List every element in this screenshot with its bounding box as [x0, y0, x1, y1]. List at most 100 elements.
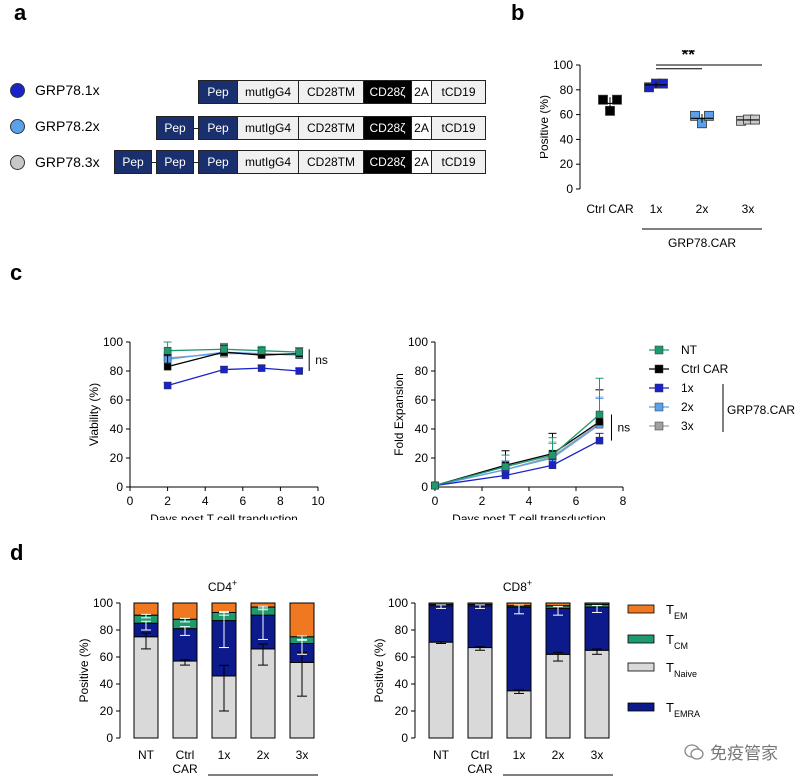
x-tick-label: 1x — [513, 748, 526, 762]
data-point — [220, 365, 228, 374]
chart-title: CD8+ — [503, 578, 532, 594]
y-tick-label: 0 — [566, 182, 573, 196]
y-tick-label: 0 — [421, 480, 428, 494]
y-tick-label: 0 — [106, 731, 113, 745]
chart-title-superscript: + — [527, 578, 532, 588]
x-tick-label: Ctrl CAR — [586, 202, 634, 216]
panel-label-d: d — [10, 540, 24, 565]
x-tick-label: 1x — [650, 202, 663, 216]
x-tick-label: 3x — [591, 748, 604, 762]
bar-segment — [584, 649, 610, 739]
series-line — [434, 440, 600, 487]
data-point — [548, 451, 557, 459]
legend-row-2x: GRP78.2x — [10, 116, 100, 136]
bar-segment — [506, 606, 532, 692]
cd28tm-box: CD28TM — [298, 116, 364, 140]
legend-label-subscript: Naive — [674, 669, 697, 679]
legend-swatch — [627, 702, 655, 712]
y-tick-label: 60 — [110, 393, 124, 407]
y-tick-label: 20 — [395, 704, 409, 718]
legend-label-3x: GRP78.3x — [35, 154, 100, 170]
y-tick-label: 20 — [560, 157, 574, 171]
series-line — [434, 424, 600, 487]
series-line — [434, 414, 600, 487]
y-tick-label: 60 — [415, 393, 429, 407]
legend-dot-2x — [10, 118, 25, 134]
legend-swatch — [627, 634, 655, 644]
bar-segment — [467, 647, 493, 739]
panel-label-a: a — [14, 0, 27, 25]
y-tick-label: 20 — [110, 451, 124, 465]
bar-segment — [133, 636, 159, 739]
x-tick-label: 6 — [573, 494, 580, 508]
legend-c: NT Ctrl CAR 1x 2x 3x GRP78.CAR — [649, 343, 795, 433]
legend-group-label: GRP78.CAR — [727, 403, 795, 417]
data-point — [220, 345, 228, 353]
y-tick-label: 40 — [110, 422, 124, 436]
legend-label: TEMRA — [666, 700, 700, 719]
x-tick-label: 6 — [239, 494, 246, 508]
bar-segment — [172, 602, 198, 620]
data-point — [704, 110, 714, 121]
bar-segment — [584, 606, 610, 651]
y-tick-label: 40 — [395, 677, 409, 691]
x-tick-label: 2 — [164, 494, 171, 508]
linker — [194, 162, 198, 163]
y-tick-label: 60 — [100, 650, 114, 664]
x-tick-label: 10 — [311, 494, 325, 508]
data-point — [690, 110, 700, 121]
tcd19-box: tCD19 — [431, 150, 486, 174]
bar-segment — [467, 605, 493, 649]
legend-label: 3x — [681, 419, 694, 433]
p2a-box: 2A — [411, 150, 432, 174]
y-tick-label: 80 — [110, 364, 124, 378]
mutigg4-box: mutIgG4 — [237, 116, 299, 140]
data-point — [548, 461, 557, 469]
x-tick-label: 3x — [742, 202, 755, 216]
group-label: GRP78.CAR — [668, 236, 736, 250]
y-axis-label: Positive (%) — [77, 638, 91, 702]
ns-label: ns — [315, 353, 328, 367]
cd28z-box: CD28ζ — [363, 80, 412, 104]
legend-label-subscript: EM — [674, 611, 688, 621]
p2a-box: 2A — [411, 116, 432, 140]
x-tick-label: NT — [138, 748, 155, 762]
y-tick-label: 0 — [401, 731, 408, 745]
x-axis-label: Days post T cell transduction — [452, 512, 606, 520]
data-point — [595, 410, 604, 419]
x-tick-label: NT — [433, 748, 450, 762]
p2a-box: 2A — [411, 80, 432, 104]
bar-segment — [545, 653, 571, 739]
legend-dot-3x — [10, 154, 25, 170]
x-axis-label: Days post T cell tranduction — [150, 512, 298, 520]
data-point — [595, 436, 604, 445]
pep-box: Pep — [198, 116, 238, 140]
x-tick-label: 8 — [277, 494, 284, 508]
series-line — [167, 367, 300, 387]
y-tick-label: 60 — [395, 650, 409, 664]
pep-box: Pep — [114, 150, 152, 174]
x-tick-label: 2x — [696, 202, 709, 216]
legend-label: Ctrl CAR — [681, 362, 729, 376]
construct-row-1x: Pep mutIgG4 CD28TM CD28ζ 2A tCD19 — [0, 80, 500, 106]
pep-box: Pep — [156, 116, 194, 140]
legend-label: TNaive — [666, 660, 697, 679]
y-axis-label: Fold Expansion — [392, 373, 406, 456]
construct-row-3x: Pep Pep Pep mutIgG4 CD28TM CD28ζ 2A tCD1… — [0, 150, 500, 176]
series-line — [434, 421, 600, 487]
data-point — [595, 418, 604, 426]
y-tick-label: 20 — [100, 704, 114, 718]
y-tick-label: 80 — [560, 83, 574, 97]
y-tick-label: 80 — [415, 364, 429, 378]
x-tick-label: 4 — [202, 494, 209, 508]
mutigg4-box: mutIgG4 — [237, 80, 299, 104]
x-tick-label: CAR — [172, 762, 198, 776]
y-tick-label: 100 — [553, 58, 573, 72]
cd28z-box: CD28ζ — [363, 116, 412, 140]
x-tick-label: 1x — [218, 748, 231, 762]
y-tick-label: 100 — [93, 596, 113, 610]
wechat-icon — [684, 743, 704, 760]
significance-marker: ** — [682, 50, 696, 64]
y-tick-label: 40 — [100, 677, 114, 691]
